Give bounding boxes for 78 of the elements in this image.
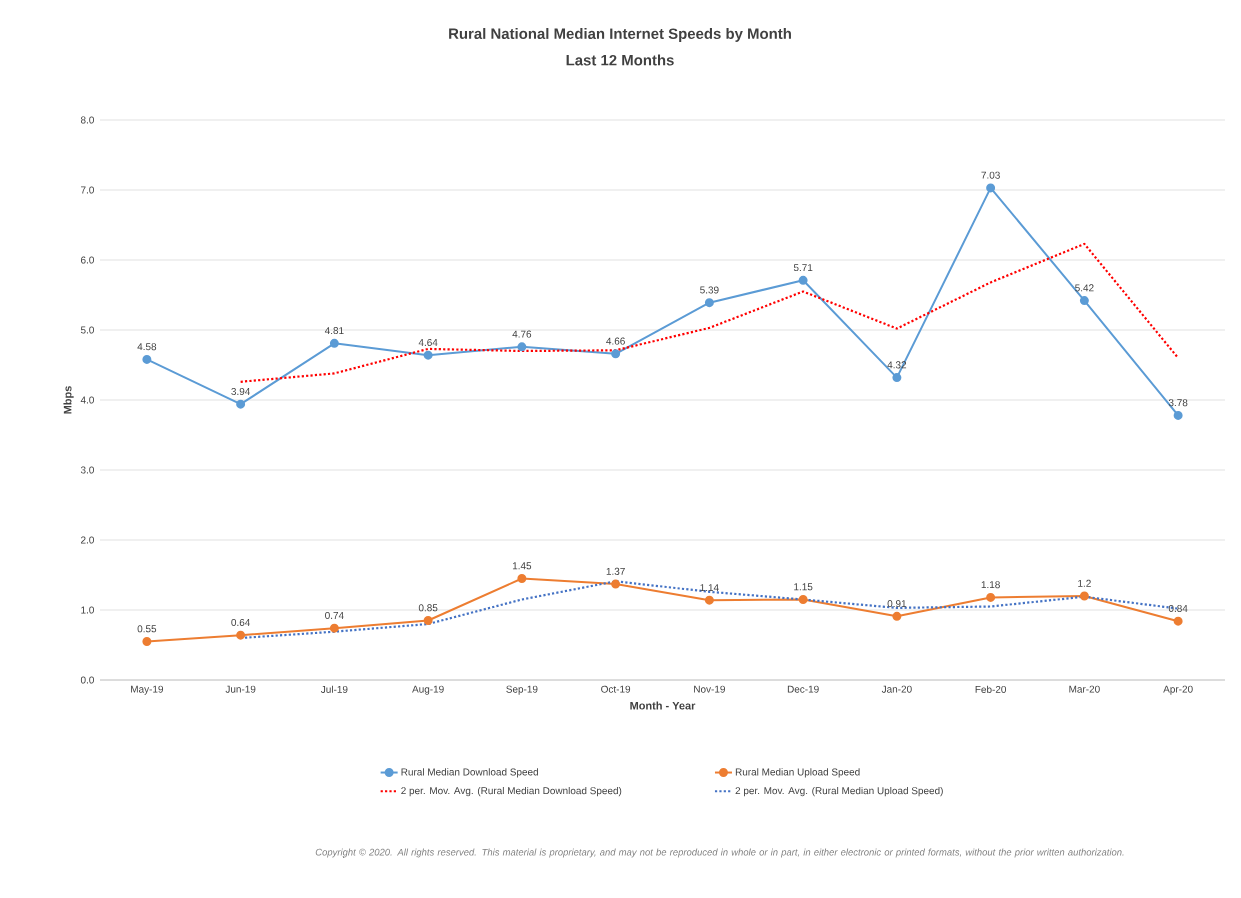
data-label: 1.14 xyxy=(700,584,719,591)
y-tick-label: 7.0 xyxy=(81,186,94,194)
point xyxy=(798,595,808,604)
y-tick-label: 1.0 xyxy=(81,606,94,614)
point xyxy=(611,349,621,359)
x-tick-label: Jul-19 xyxy=(320,685,348,693)
point xyxy=(986,592,996,602)
x-tick-label: Dec-19 xyxy=(787,685,819,693)
data-label: 7.03 xyxy=(981,171,1000,179)
y-tick-label: 0.0 xyxy=(80,676,94,684)
text: Copyright © 2020. All rights reserved. This material is proprietary, and may not be reproduced in whole or in part, in either electronic or printed formats, without the prior written authorization. xyxy=(315,848,1124,858)
point xyxy=(423,616,433,625)
data-label: 0.55 xyxy=(137,625,157,633)
x-tick-label: Feb-20 xyxy=(975,685,1007,693)
data-label: 0.74 xyxy=(325,611,344,619)
point xyxy=(1079,296,1089,306)
y-tick-label: 5.0 xyxy=(80,326,94,334)
legend-label: 2 per. Mov. Avg. (Rural Median Upload Speed) xyxy=(735,786,943,797)
data-label: 0.84 xyxy=(1168,604,1188,612)
x-tick-label: Jun-19 xyxy=(225,685,256,693)
point xyxy=(517,574,527,583)
y-tick-label: 2.0 xyxy=(81,536,94,544)
data-label: 4.64 xyxy=(418,338,438,346)
point xyxy=(236,399,246,409)
data-label: 5.39 xyxy=(700,286,719,294)
y-tick-label: 6.0 xyxy=(81,256,94,264)
y-tick-label: 8.0 xyxy=(80,116,94,124)
point xyxy=(329,623,339,633)
data-label: 4.66 xyxy=(606,337,625,345)
data-label: 4.81 xyxy=(324,327,344,335)
point xyxy=(704,298,714,308)
chart-title: Rural National Median Internet Speeds by Month xyxy=(449,28,791,42)
x-tick-label: Mar-20 xyxy=(1069,685,1100,693)
point xyxy=(1173,410,1183,420)
point xyxy=(329,338,339,348)
point xyxy=(1173,616,1183,626)
data-label: 1.18 xyxy=(981,581,1000,589)
data-label: 3.94 xyxy=(231,387,251,395)
data-label: 1.15 xyxy=(794,583,813,591)
data-label: 0.91 xyxy=(887,600,907,608)
point xyxy=(142,354,152,364)
x-tick-label: Nov-19 xyxy=(694,685,725,693)
point xyxy=(517,342,527,352)
x-tick-label: Aug-19 xyxy=(412,685,444,695)
point xyxy=(986,183,996,193)
x-axis-title: Month - Year xyxy=(630,701,696,710)
data-label: 1.2 xyxy=(1078,579,1091,587)
point xyxy=(1079,591,1089,601)
data-label: 3.78 xyxy=(1168,399,1188,407)
y-axis-title: Mbps xyxy=(63,386,74,414)
point xyxy=(423,350,433,360)
data-label: 1.45 xyxy=(512,562,532,570)
legend-label: Rural Median Download Speed xyxy=(401,768,538,778)
x-tick-label: Jan-20 xyxy=(881,685,912,693)
x-tick-label: Apr-20 xyxy=(1163,685,1193,695)
data-label: 4.76 xyxy=(512,330,532,338)
data-label: 5.42 xyxy=(1075,284,1094,292)
legend-label: 2 per. Mov. Avg. (Rural Median Download Speed) xyxy=(401,786,622,797)
point xyxy=(611,579,621,589)
point xyxy=(892,373,902,383)
point xyxy=(704,595,714,605)
point xyxy=(142,637,152,646)
y-tick-label: 4.0 xyxy=(80,396,94,404)
y-tick-label: 3.0 xyxy=(80,466,94,474)
line-series xyxy=(239,242,1180,383)
point xyxy=(798,275,808,285)
data-label: 5.71 xyxy=(793,264,813,272)
x-tick-label: Oct-19 xyxy=(601,685,631,693)
legend-label: Rural Median Upload Speed xyxy=(735,768,860,778)
chart-subtitle: Last 12 Months xyxy=(566,54,674,66)
data-label: 4.58 xyxy=(137,343,157,351)
point xyxy=(892,611,902,621)
point xyxy=(236,630,246,640)
data-label: 0.85 xyxy=(418,604,438,612)
data-label: 0.64 xyxy=(231,618,251,626)
data-label: 1.37 xyxy=(606,567,625,575)
x-tick-label: May-19 xyxy=(131,685,164,695)
x-tick-label: Sep-19 xyxy=(506,685,538,695)
